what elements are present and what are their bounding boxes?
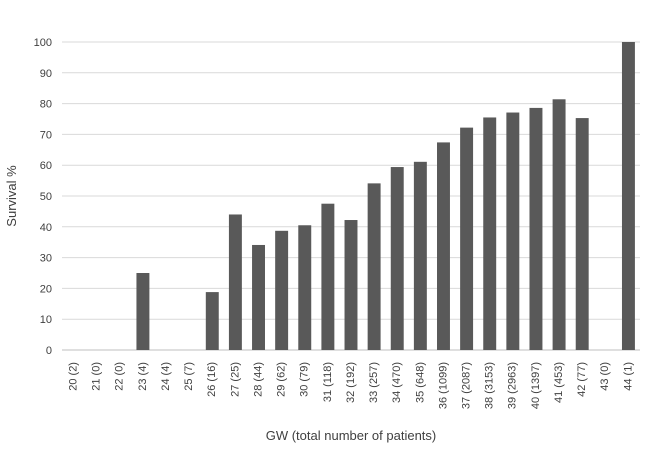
bar	[483, 117, 497, 351]
x-tick-label: 27 (25)	[229, 362, 241, 397]
x-tick-label: 38 (3153)	[484, 362, 496, 409]
x-tick-label: 40 (1397)	[530, 362, 542, 409]
y-tick-label: 50	[40, 191, 52, 203]
y-tick-label: 0	[46, 345, 52, 357]
bar	[437, 142, 450, 350]
bar	[298, 225, 312, 350]
x-tick-label: 37 (2087)	[461, 362, 473, 409]
bar	[552, 99, 566, 351]
bar	[575, 118, 589, 351]
y-tick-label: 10	[40, 314, 52, 326]
x-tick-label: 43 (0)	[599, 362, 611, 391]
x-tick-label: 35 (648)	[414, 362, 426, 403]
y-tick-labels: 0 10 20 30 40 50 60 70 80 90 100	[34, 37, 52, 357]
x-tick-label: 33 (257)	[368, 362, 380, 403]
y-tick-label: 30	[40, 253, 52, 265]
x-tick-label: 32 (192)	[345, 362, 357, 403]
x-tick-label: 34 (470)	[391, 362, 403, 403]
bar	[344, 220, 358, 350]
x-tick-label: 20 (2)	[67, 362, 79, 391]
bar	[460, 127, 474, 351]
bar	[506, 112, 520, 350]
x-tick-label: 28 (44)	[252, 362, 264, 397]
bar	[136, 273, 150, 350]
bar	[529, 107, 543, 350]
y-tick-label: 80	[40, 99, 52, 111]
bar	[413, 161, 427, 350]
x-tick-label: 21 (0)	[91, 362, 103, 391]
bar	[252, 244, 265, 350]
bar	[321, 203, 335, 350]
y-tick-label: 20	[40, 283, 52, 295]
bar	[275, 230, 289, 350]
y-tick-label: 40	[40, 222, 52, 234]
x-tick-label: 30 (79)	[299, 362, 311, 397]
y-tick-label: 70	[40, 129, 52, 141]
x-tick-label: 36 (1099)	[437, 362, 449, 409]
x-tick-label: 25 (7)	[183, 362, 195, 391]
x-tick-label: 26 (16)	[206, 362, 218, 397]
x-tick-labels: 20 (2) 21 (0) 22 (0) 23 (4) 24 (4) 25 (7) 26 (…	[67, 362, 634, 409]
y-tick-label: 90	[40, 68, 52, 80]
x-tick-label: 29 (62)	[276, 362, 288, 397]
bar	[228, 214, 242, 350]
y-tick-label: 100	[34, 37, 52, 49]
bars	[136, 42, 635, 351]
x-axis-label: GW (total number of patients)	[266, 428, 437, 443]
x-tick-label: 31 (118)	[322, 362, 334, 402]
bar	[621, 42, 635, 350]
bar	[390, 167, 404, 350]
x-tick-label: 39 (2963)	[507, 362, 519, 409]
x-tick-label: 41 (453)	[553, 362, 565, 403]
x-tick-label: 22 (0)	[114, 362, 126, 391]
x-tick-label: 23 (4)	[137, 362, 149, 391]
x-tick-label: 44 (1)	[622, 362, 634, 391]
bar	[205, 292, 219, 350]
bar	[367, 183, 381, 350]
y-tick-label: 60	[40, 160, 52, 172]
x-tick-label: 24 (4)	[160, 362, 172, 391]
y-axis-label: Survival %	[4, 165, 19, 227]
x-tick-label: 42 (77)	[576, 362, 588, 397]
